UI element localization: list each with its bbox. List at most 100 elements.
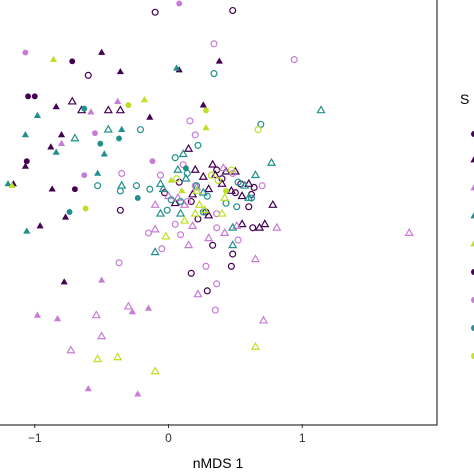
legend-key-lime-triangle <box>470 240 474 247</box>
scatter-point-teal-circle-open <box>233 203 241 211</box>
scatter-point-lime-triangle-open <box>150 366 160 375</box>
scatter-point-lilac-circle-filled <box>149 158 156 165</box>
scatter-point-purple-circle-open <box>187 269 195 277</box>
scatter-point-teal-circle-open <box>234 178 242 186</box>
scatter-point-teal-circle-open <box>194 141 202 149</box>
scatter-point-purple-triangle-filled <box>60 278 68 285</box>
scatter-point-lime-triangle-filled <box>178 187 186 194</box>
scatter-point-teal-triangle-filled <box>118 125 126 132</box>
scatter-point-purple-triangle-filled <box>98 48 106 55</box>
scatter-point-teal-triangle-filled <box>52 148 60 155</box>
scatter-point-purple-triangle-filled <box>61 213 70 220</box>
scatter-point-lilac-circle-open <box>213 280 221 288</box>
scatter-point-lilac-triangle-open <box>204 233 214 242</box>
scatter-point-lilac-circle-open <box>258 182 266 190</box>
scatter-point-purple-triangle-open <box>67 96 77 105</box>
scatter-point-teal-triangle-filled <box>94 169 102 176</box>
scatter-point-teal-circle-open <box>183 169 191 177</box>
scatter-point-lilac-triangle-filled <box>53 315 62 322</box>
scatter-point-lilac-triangle-open <box>97 331 107 340</box>
scatter-point-purple-triangle-filled <box>52 103 60 110</box>
scatter-point-teal-circle-filled <box>66 209 73 215</box>
plot-panel-border <box>0 0 438 426</box>
scatter-point-teal-triangle-open <box>240 180 250 189</box>
scatter-point-purple-triangle-open <box>190 164 200 173</box>
scatter-point-teal-circle-open <box>247 194 255 202</box>
scatter-point-lime-triangle-filled <box>140 95 149 103</box>
scatter-point-lime-circle-filled <box>203 107 209 114</box>
scatter-point-teal-triangle-open <box>198 187 208 196</box>
legend-key-teal-triangle <box>470 212 474 219</box>
scatter-point-lime-triangle-open <box>220 192 230 201</box>
scatter-point-lilac-triangle-filled <box>57 139 66 146</box>
scatter-point-lime-triangle-filled <box>49 55 58 62</box>
scatter-point-purple-triangle-open <box>237 219 247 228</box>
scatter-point-purple-triangle-open <box>244 178 254 187</box>
scatter-point-teal-triangle-open <box>228 222 238 231</box>
legend-key-lilac-circle <box>471 297 474 303</box>
scatter-point-lilac-circle-open <box>186 117 194 125</box>
scatter-point-teal-circle-open <box>177 197 185 206</box>
scatter-point-teal-triangle-open <box>173 164 183 173</box>
scatter-point-lime-triangle-open <box>191 185 202 194</box>
scatter-point-teal-triangle-open <box>103 124 113 133</box>
scatter-point-lilac-triangle-filled <box>98 276 106 283</box>
scatter-point-lilac-triangle-filled <box>84 385 92 392</box>
scatter-point-purple-triangle-open <box>115 105 125 114</box>
scatter-point-lime-triangle-open <box>179 215 190 224</box>
scatter-point-teal-triangle-open <box>181 173 191 182</box>
scatter-point-lilac-triangle-filled <box>134 390 142 397</box>
scatter-point-lilac-circle-open <box>115 259 123 267</box>
scatter-point-purple-circle-open <box>203 287 211 295</box>
x-tick-label: 0 <box>165 431 172 445</box>
scatter-point-lime-circle-filled <box>82 205 89 212</box>
scatter-point-lilac-circle-open <box>213 224 221 232</box>
scatter-point-lilac-circle-open <box>290 56 298 64</box>
scatter-point-teal-triangle-filled <box>172 64 181 71</box>
scatter-point-teal-triangle-open <box>155 178 166 187</box>
scatter-point-lilac-triangle-open <box>187 220 198 229</box>
scatter-point-teal-circle-filled <box>81 105 88 112</box>
scatter-point-teal-triangle-filled <box>33 111 42 118</box>
scatter-point-lilac-triangle-filled <box>87 108 95 115</box>
scatter-point-purple-circle-filled <box>23 158 30 165</box>
x-tick-label: −1 <box>28 431 42 445</box>
legend-key-purple-triangle <box>470 156 474 163</box>
scatter-point-lilac-triangle-filled <box>33 311 42 318</box>
scatter-point-purple-triangle-filled <box>21 162 29 169</box>
scatter-point-purple-circle-open <box>151 8 159 16</box>
scatter-point-teal-triangle-filled <box>21 131 29 138</box>
scatter-point-purple-circle-open <box>218 175 226 183</box>
scatter-point-purple-triangle-filled <box>47 143 55 150</box>
scatter-point-lilac-circle-filled <box>92 130 98 137</box>
scatter-point-lilac-circle-open <box>144 229 152 237</box>
scatter-point-teal-circle-open <box>116 187 124 195</box>
scatter-point-lilac-circle-open <box>234 236 242 244</box>
scatter-point-teal-triangle-open <box>150 247 160 256</box>
scatter-point-teal-triangle-open <box>178 149 188 158</box>
scatter-point-lilac-circle-open <box>156 171 165 179</box>
scatter-point-lilac-circle-filled <box>81 172 88 179</box>
scatter-point-teal-circle-open <box>132 182 140 190</box>
legend-key-lime-circle <box>471 353 474 359</box>
scatter-point-lilac-circle-open <box>171 220 179 228</box>
scatter-point-lime-circle-open <box>227 166 235 174</box>
scatter-point-teal-triangle-open <box>316 105 326 114</box>
scatter-point-purple-triangle-open <box>198 171 208 180</box>
scatter-point-purple-circle-filled <box>71 186 78 193</box>
scatter-point-teal-triangle-open <box>228 240 238 249</box>
scatter-point-purple-triangle-open <box>183 143 194 152</box>
scatter-point-purple-triangle-filled <box>215 57 223 64</box>
scatter-point-teal-triangle-open <box>250 170 261 179</box>
scatter-point-lilac-triangle-open <box>123 301 133 310</box>
scatter-point-lilac-triangle-open <box>258 315 269 324</box>
scatter-point-lilac-triangle-open <box>272 222 282 231</box>
scatter-point-purple-triangle-open <box>210 170 220 179</box>
scatter-point-teal-circle-open <box>193 182 201 190</box>
scatter-point-teal-circle-filled <box>134 195 141 201</box>
legend-key-lilac-triangle <box>470 184 474 191</box>
scatter-point-teal-triangle-open <box>158 184 168 193</box>
scatter-point-purple-triangle-open <box>208 159 218 168</box>
scatter-point-lime-triangle-open <box>200 205 210 214</box>
